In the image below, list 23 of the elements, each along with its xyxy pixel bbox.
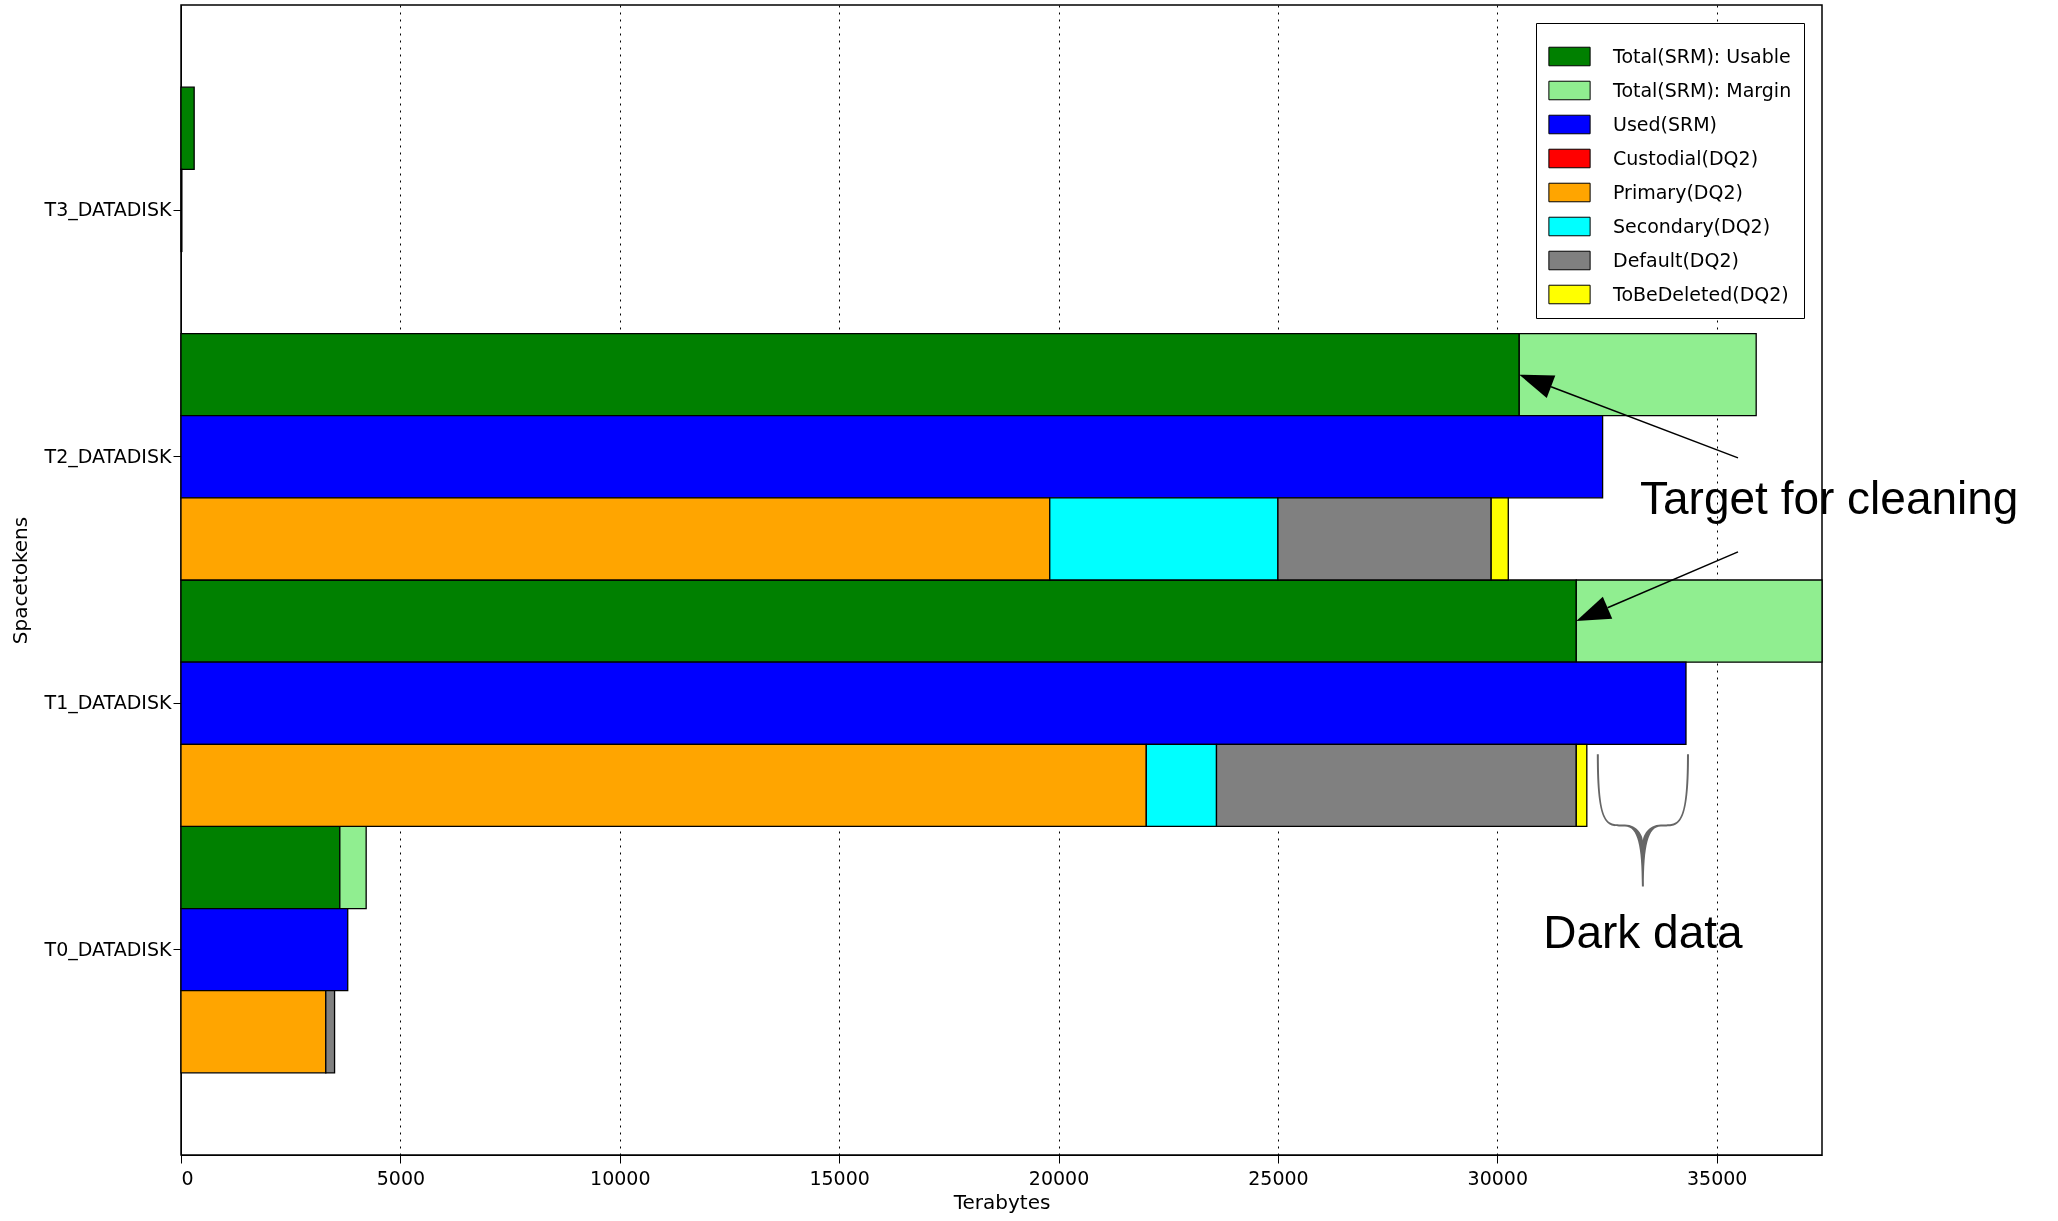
legend-label: Total(SRM): Margin: [1612, 78, 1792, 101]
x-tick-label: 20000: [1028, 1166, 1090, 1189]
x-tick-label: 10000: [590, 1166, 651, 1189]
x-tick-label: 0: [181, 1166, 194, 1189]
y-tick-label: T1_DATADISK: [43, 691, 173, 715]
x-axis-title: Terabytes: [952, 1189, 1051, 1214]
x-tick-label: 35000: [1686, 1166, 1748, 1189]
x-tick-label: 25000: [1248, 1166, 1309, 1189]
legend-label: Default(DQ2): [1613, 248, 1739, 271]
y-axis-title: Spacetokens: [7, 516, 32, 645]
annotation: Dark data: [1543, 906, 1744, 959]
x-tick-label: 5000: [376, 1166, 426, 1189]
x-tick-label: 30000: [1467, 1166, 1529, 1189]
legend-label: Used(SRM): [1613, 112, 1718, 135]
y-tick-label: T3_DATADISK: [43, 198, 173, 222]
legend-label: Primary(DQ2): [1613, 180, 1743, 203]
y-tick-label: T2_DATADISK: [43, 444, 173, 468]
legend-label: Total(SRM): Usable: [1612, 44, 1791, 67]
legend-label: Custodial(DQ2): [1613, 146, 1759, 169]
x-tick-label: 15000: [809, 1166, 870, 1189]
y-tick-label: T0_DATADISK: [43, 937, 173, 961]
legend-label: ToBeDeleted(DQ2): [1612, 282, 1789, 305]
legend-label: Secondary(DQ2): [1613, 214, 1771, 237]
